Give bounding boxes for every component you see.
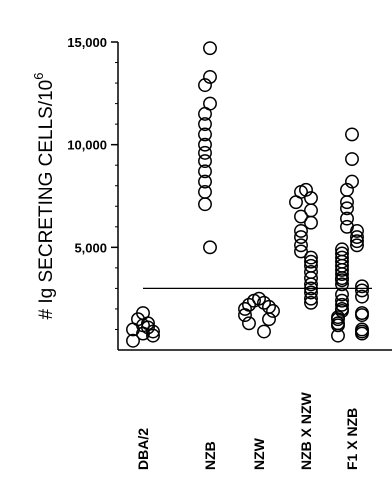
- y-ticks: 5,000 10,000 15,000: [67, 35, 118, 330]
- data-point: [294, 238, 308, 253]
- data-point: [350, 230, 364, 245]
- category-label: F1 X NZB: [344, 408, 360, 470]
- data-point: [340, 195, 354, 210]
- data-point: [198, 197, 212, 212]
- data-point: [340, 201, 354, 216]
- data-point: [345, 127, 359, 142]
- data-point: [335, 287, 349, 302]
- data-point: [304, 254, 318, 269]
- data-point: [304, 281, 318, 296]
- category-labels: DBA/2 NZB NZW NZB X NZW F1 X NZB: [135, 391, 360, 470]
- data-point: [198, 137, 212, 152]
- data-point: [345, 152, 359, 166]
- data-point: [198, 154, 212, 169]
- data-point: [294, 223, 308, 238]
- data-point: [294, 230, 308, 245]
- data-point: [335, 293, 349, 308]
- data-point: [289, 195, 303, 210]
- data-point: [304, 291, 318, 306]
- data-point: [247, 293, 261, 308]
- data-point: [340, 211, 354, 226]
- data-point: [203, 41, 217, 56]
- data-point: [304, 215, 318, 230]
- data-point: [355, 289, 369, 304]
- data-point: [331, 312, 345, 327]
- data-point: [203, 240, 217, 255]
- data-point: [355, 326, 369, 341]
- data-point: [350, 234, 364, 249]
- data-point: [136, 326, 150, 341]
- data-point: [266, 304, 280, 318]
- data-point: [335, 297, 349, 312]
- data-point: [350, 223, 364, 238]
- data-point: [335, 273, 349, 288]
- category-label: DBA/2: [135, 428, 151, 470]
- data-point: [350, 238, 364, 253]
- data-point: [345, 174, 359, 189]
- data-point: [198, 164, 212, 179]
- data-point: [335, 262, 349, 277]
- data-point: [238, 301, 252, 316]
- data-point: [257, 324, 271, 339]
- data-point: [294, 209, 308, 224]
- data-point: [304, 285, 318, 300]
- data-point: [242, 316, 256, 331]
- data-point: [304, 271, 318, 286]
- y-axis-label: # Ig SECRETING CELLS/106: [31, 73, 57, 320]
- data-point: [198, 174, 212, 189]
- y-tick-label: 5,000: [74, 240, 107, 255]
- data-point: [198, 78, 212, 93]
- data-point: [203, 69, 217, 84]
- data-point: [304, 295, 318, 310]
- data-point: [257, 295, 271, 310]
- y-axis-label-main: # Ig SECRETING CELLS/10: [36, 80, 57, 320]
- data-point: [304, 277, 318, 292]
- data-point: [198, 127, 212, 142]
- data-point: [198, 117, 212, 132]
- data-point: [262, 312, 276, 327]
- data-points: [126, 41, 369, 348]
- data-point: [198, 106, 212, 121]
- data-point: [355, 279, 369, 294]
- y-tick-label: 10,000: [67, 138, 107, 153]
- data-point: [146, 328, 160, 343]
- data-point: [238, 308, 252, 323]
- data-point: [198, 145, 212, 160]
- data-point: [304, 250, 318, 265]
- data-point: [331, 328, 345, 343]
- category-label: NZB X NZW: [298, 391, 314, 470]
- data-point: [136, 318, 150, 333]
- data-point: [126, 333, 140, 348]
- data-point: [335, 277, 349, 292]
- category-label: NZB: [202, 441, 218, 470]
- y-axis-label-superscript: 6: [31, 73, 46, 80]
- category-label: NZW: [251, 437, 267, 470]
- data-point: [355, 308, 369, 323]
- data-point: [146, 324, 160, 339]
- data-point: [294, 244, 308, 259]
- data-point: [355, 283, 369, 298]
- data-point: [331, 318, 345, 333]
- data-point: [335, 267, 349, 281]
- y-tick-label: 15,000: [67, 35, 107, 50]
